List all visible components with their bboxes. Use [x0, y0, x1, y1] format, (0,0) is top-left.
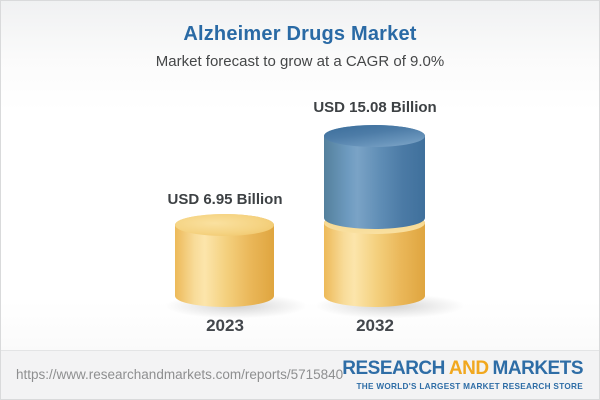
- logo-tagline: THE WORLD'S LARGEST MARKET RESEARCH STOR…: [356, 381, 583, 391]
- logo-word-and: AND: [448, 358, 489, 379]
- bar-2023-cylinder: [175, 214, 274, 307]
- footer-bar: https://www.researchandmarkets.com/repor…: [1, 350, 599, 399]
- logo-wordmark: RESEARCH AND MARKETS: [342, 358, 584, 380]
- x-axis-label-2032: 2032: [356, 316, 394, 335]
- bar-2032-cylinder: [324, 125, 425, 307]
- page-subtitle: Market forecast to grow at a CAGR of 9.0…: [155, 53, 445, 70]
- source-url: https://www.researchandmarkets.com/repor…: [16, 367, 344, 382]
- value-label-2032: USD 15.08 Billion: [313, 99, 437, 116]
- logo-word-research: RESEARCH: [342, 358, 445, 379]
- research-and-markets-logo: RESEARCH AND MARKETS THE WORLD'S LARGEST M…: [342, 358, 584, 391]
- logo-word-markets: MARKETS: [492, 358, 584, 379]
- value-label-2023: USD 6.95 Billion: [167, 191, 283, 208]
- bar-2032-top-face: [324, 125, 425, 147]
- bar-2023-top-face: [175, 214, 274, 236]
- x-axis-label-2023: 2023: [206, 316, 244, 335]
- page-title: Alzheimer Drugs Market: [183, 23, 417, 45]
